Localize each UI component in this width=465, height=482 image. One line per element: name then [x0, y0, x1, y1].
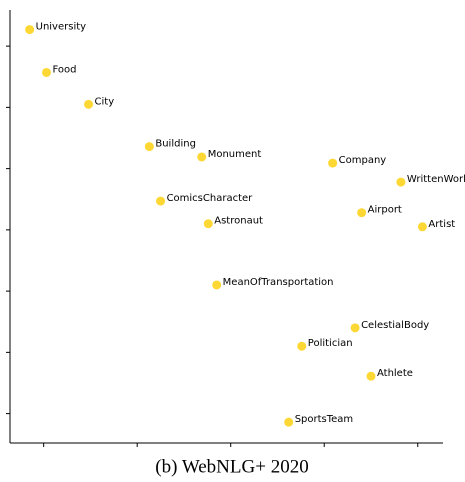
point: [396, 177, 406, 187]
point: [357, 208, 367, 218]
point-label: Food: [52, 64, 76, 75]
point-label: MeanOfTransportation: [223, 277, 334, 288]
point-label: Politician: [308, 338, 353, 349]
caption: (b) WebNLG+ 2020: [155, 456, 308, 477]
point: [144, 142, 154, 152]
point-label: SportsTeam: [295, 414, 354, 425]
point-label: Airport: [368, 205, 402, 216]
point: [197, 152, 207, 162]
point-label: ComicsCharacter: [167, 193, 254, 204]
point-label: Artist: [428, 219, 455, 230]
point: [41, 67, 51, 77]
point: [84, 99, 94, 109]
point-label: Athlete: [377, 368, 413, 379]
point-label: CelestialBody: [361, 320, 429, 331]
point: [156, 196, 166, 206]
point: [203, 219, 213, 229]
point-label: Company: [339, 155, 387, 166]
point: [297, 341, 307, 351]
point: [417, 222, 427, 232]
point-label: City: [95, 96, 115, 107]
point-label: Building: [155, 139, 196, 150]
point: [366, 371, 376, 381]
point: [212, 280, 222, 290]
point: [284, 417, 294, 427]
point: [25, 25, 35, 35]
point-label: University: [36, 22, 87, 33]
point: [328, 158, 338, 168]
point: [350, 323, 360, 333]
point-label: Astronaut: [214, 216, 263, 227]
point-label: WrittenWork: [407, 174, 465, 185]
point-label: Monument: [208, 149, 262, 160]
